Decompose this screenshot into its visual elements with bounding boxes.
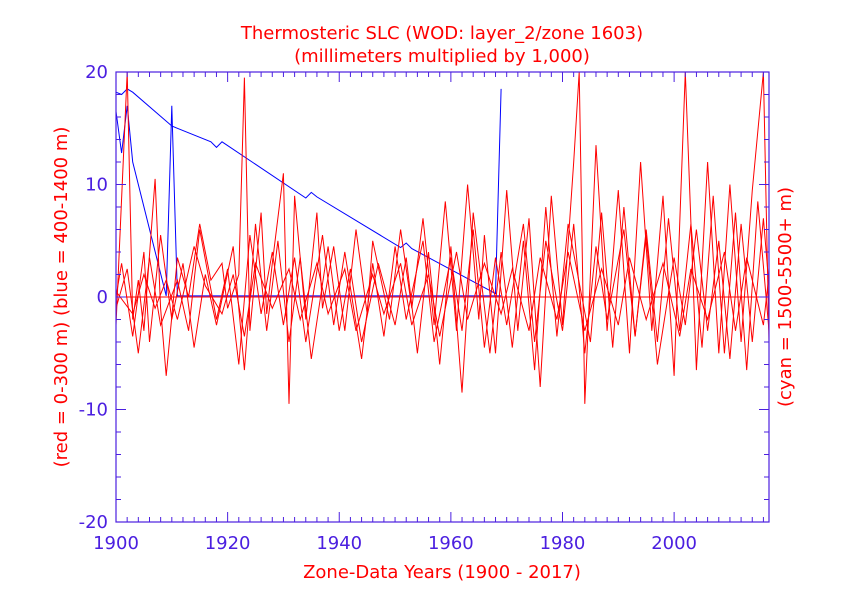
series-line-2 — [116, 105, 502, 297]
x-tick-label: 1940 — [316, 533, 362, 554]
x-axis-label: Zone-Data Years (1900 - 2017) — [303, 562, 581, 583]
series-line-4 — [116, 195, 769, 393]
y-tick-label: -20 — [79, 512, 108, 533]
series-line-5 — [116, 218, 769, 365]
y-tick-label: 20 — [85, 62, 108, 83]
plot-area: 1900 1920 1940 1960 1980 2000 20 10 0 -10 -20 — [79, 62, 770, 554]
series-line-3 — [116, 72, 769, 404]
x-tick-label: 1920 — [205, 533, 251, 554]
chart-title-line1: Thermosteric SLC (WOD: layer_2/zone 1603… — [240, 23, 643, 44]
x-tick-label: 2000 — [651, 533, 697, 554]
y-tick-label: 0 — [97, 287, 108, 308]
x-tick-label: 1900 — [93, 533, 139, 554]
series-line-1 — [116, 88, 502, 295]
y-tick-label: 10 — [85, 175, 108, 196]
x-tick-label: 1980 — [540, 533, 586, 554]
y-axis-label-left: (red = 0-300 m) (blue = 400-1400 m) — [51, 127, 72, 468]
x-tick-label: 1960 — [428, 533, 474, 554]
y-axis-label-right: (cyan = 1500-5500+ m) — [775, 187, 796, 407]
chart-title-line2: (millimeters multiplied by 1,000) — [294, 46, 590, 67]
series-line-6 — [116, 246, 769, 337]
y-tick-label: -10 — [79, 400, 108, 421]
